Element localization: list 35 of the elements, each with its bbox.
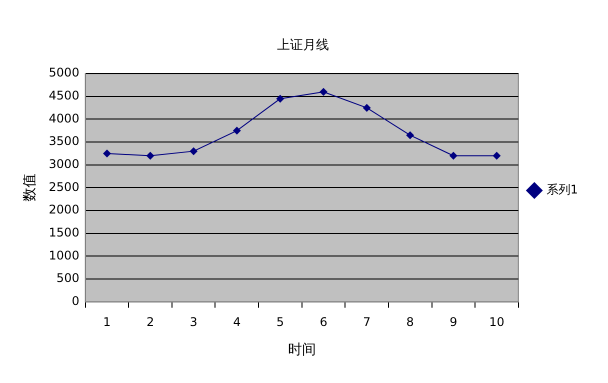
x-axis-title: 时间 — [288, 342, 316, 358]
y-axis-title: 数值 — [22, 174, 38, 202]
y-tick-label: 4000 — [48, 111, 80, 126]
point — [146, 152, 154, 160]
x-tick-label: 1 — [103, 315, 111, 330]
x-tick-label: 6 — [320, 315, 328, 330]
y-tick-label: 2000 — [48, 202, 80, 217]
x-tick-label: 4 — [233, 315, 241, 330]
x-tick-label: 10 — [489, 315, 504, 330]
point — [492, 152, 501, 160]
x-tick-label: 8 — [406, 315, 414, 330]
x-tick-label: 9 — [450, 315, 458, 330]
point — [406, 131, 414, 140]
point — [102, 149, 111, 158]
point — [232, 126, 241, 135]
y-tick-label: 3500 — [48, 134, 80, 148]
point — [190, 147, 198, 156]
y-tick-label: 5000 — [48, 66, 80, 80]
y-tick-label: 1000 — [48, 248, 80, 262]
x-tick-label: 3 — [190, 315, 198, 330]
chart-title: 上证月线 — [277, 38, 329, 54]
y-tick-label: 500 — [56, 271, 80, 286]
point — [362, 104, 371, 112]
y-tick-label: 3000 — [48, 157, 80, 172]
x-tick-label: 7 — [362, 315, 371, 330]
point — [449, 152, 458, 160]
x-tick-label: 5 — [276, 315, 284, 330]
point — [320, 88, 328, 96]
y-tick-label: 1500 — [48, 225, 80, 240]
x-tick-label: 2 — [146, 315, 154, 330]
y-tick-label: 2500 — [48, 180, 80, 194]
y-tick-label: 0 — [72, 294, 80, 308]
legend-label: 系列1 — [546, 182, 578, 197]
y-tick-label: 4500 — [48, 88, 80, 103]
point — [276, 94, 284, 103]
